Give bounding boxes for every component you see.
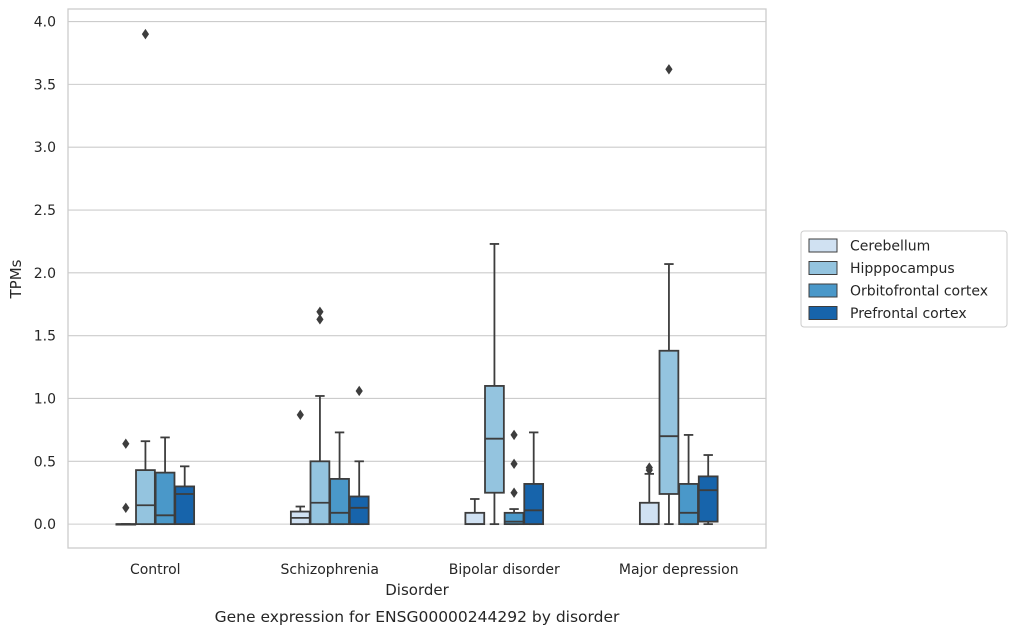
y-tick-label: 0.0 — [34, 517, 56, 533]
box-body — [523, 483, 545, 526]
x-tick-label: Major depression — [619, 562, 739, 578]
y-axis-label: TPMs — [7, 259, 25, 299]
legend-swatch — [808, 238, 838, 253]
box-body — [638, 501, 660, 526]
outlier-marker — [141, 28, 150, 40]
box-body — [697, 475, 719, 523]
box-cerebellum — [115, 438, 137, 526]
legend-label: Orbitofrontal cortex — [850, 284, 988, 300]
outlier-marker — [510, 458, 518, 470]
chart-caption: Gene expression for ENSG00000244292 by d… — [215, 608, 620, 626]
box-orbitofrontal-cortex — [329, 431, 350, 526]
box-body — [348, 495, 370, 526]
y-tick-label: 1.5 — [34, 329, 56, 345]
legend-swatch — [808, 261, 838, 275]
legend: Cerebellum Hipppocampus Orbitofrontal cort… — [800, 230, 1008, 328]
y-tick-label: 2.0 — [34, 266, 56, 282]
box-orbitofrontal-cortex — [503, 429, 525, 526]
y-tick-label: 3.0 — [34, 140, 56, 156]
axes: 0.0 0.5 1.0 1.5 2.0 2.5 3.0 3.5 4.0 Control Schizo… — [34, 8, 767, 578]
box-body — [464, 511, 486, 526]
outlier-marker — [122, 502, 130, 513]
outlier-marker — [645, 462, 653, 473]
outlier-marker — [122, 438, 130, 449]
box-body — [135, 469, 156, 526]
x-tick-label: Control — [130, 562, 181, 578]
box-prefrontal-cortex — [174, 465, 196, 526]
x-axis-label: Disorder — [385, 581, 449, 599]
box-hipppocampus — [658, 64, 680, 526]
box-prefrontal-cortex — [697, 454, 719, 526]
legend-label: Cerebellum — [850, 239, 930, 255]
box-hipppocampus — [309, 306, 331, 526]
box-body — [154, 471, 176, 526]
outlier-marker — [510, 429, 518, 441]
x-tick-label: Schizophrenia — [281, 562, 379, 578]
legend-label: Hipppocampus — [850, 261, 955, 277]
y-tick-label: 3.5 — [34, 77, 56, 93]
box-body — [329, 477, 350, 526]
legend-swatch — [808, 306, 838, 320]
box-cerebellum — [464, 498, 486, 526]
box-prefrontal-cortex — [348, 385, 370, 526]
outlier-marker — [665, 64, 673, 75]
box-body — [309, 460, 331, 526]
grid-lines — [68, 21, 766, 525]
box-hipppocampus — [135, 28, 156, 526]
outlier-marker — [316, 314, 324, 325]
outlier-marker — [510, 487, 518, 498]
legend-label: Prefrontal cortex — [850, 306, 967, 322]
box-body — [678, 483, 699, 526]
box-prefrontal-cortex — [523, 431, 545, 526]
box-hipppocampus — [484, 243, 505, 526]
y-tick-label: 4.0 — [34, 15, 56, 31]
x-tick-label: Bipolar disorder — [449, 562, 560, 578]
legend-swatch — [808, 283, 838, 298]
box-body — [174, 485, 196, 526]
y-tick-label: 0.5 — [34, 454, 56, 470]
outlier-marker — [355, 385, 363, 397]
outlier-marker — [316, 306, 324, 317]
box-cerebellum — [289, 409, 311, 526]
y-tick-label: 1.0 — [34, 391, 56, 407]
plot-area — [115, 28, 719, 526]
box-orbitofrontal-cortex — [154, 436, 176, 526]
legend-frame — [800, 230, 1008, 328]
box-orbitofrontal-cortex — [678, 434, 699, 526]
outlier-marker — [296, 409, 304, 421]
box-cerebellum — [638, 462, 660, 526]
box-body — [658, 349, 680, 495]
y-tick-label: 2.5 — [34, 203, 56, 219]
plot-frame — [67, 8, 767, 549]
